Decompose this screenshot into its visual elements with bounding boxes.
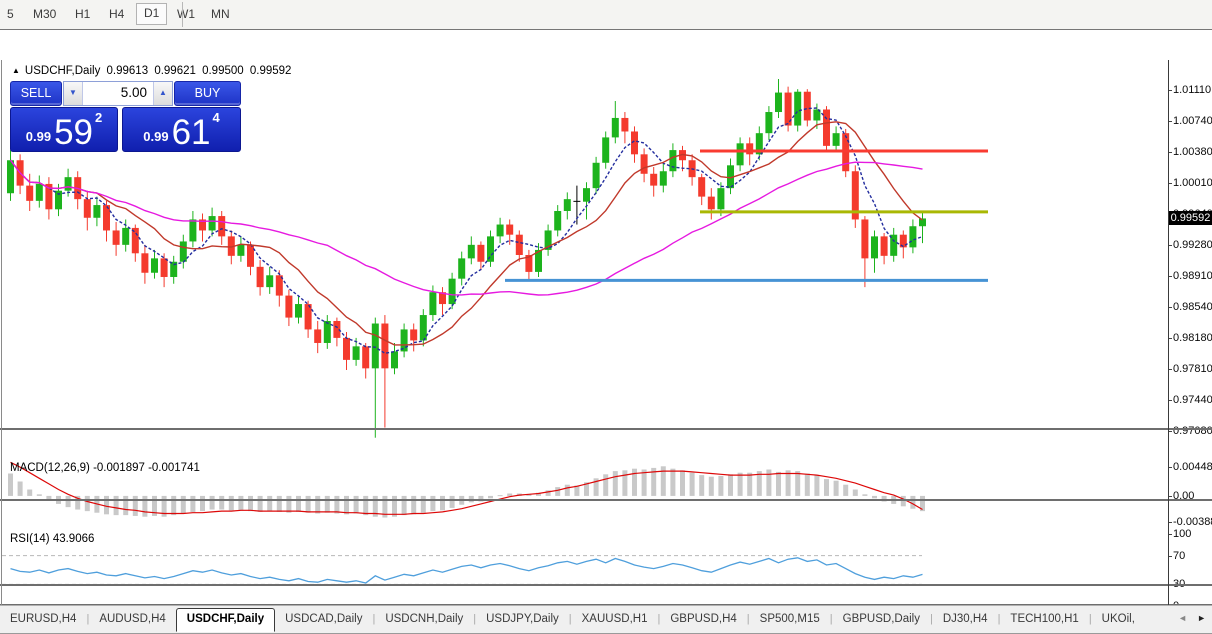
chart-tab-usdjpy-daily[interactable]: USDJPY,Daily [486,613,559,625]
tab-separator: | [473,613,477,625]
rsi-axis-label: 100 [1168,528,1192,540]
chart-tab-xauusd-h1[interactable]: XAUUSD,H1 [581,613,648,625]
tab-separator: | [829,613,833,625]
chart-tab-usdcad-daily[interactable]: USDCAD,Daily [285,613,363,625]
one-click-trading-panel: SELL ▼ 5.00 ▲ BUY 0.99 59 2 0.99 61 4 [10,81,241,174]
price-tick-label: 1.00740 [1169,115,1212,128]
main-price-chart[interactable]: ▲ USDCHF,Daily 0.99613 0.99621 0.99500 0.… [2,60,1168,457]
macd-axis-label: -0.003883 [1169,516,1212,528]
lot-size-value[interactable]: 5.00 [120,85,147,100]
chart-window: ▲ USDCHF,Daily 0.99613 0.99621 0.99500 0.… [0,29,1212,634]
sell-button[interactable]: SELL [10,81,62,106]
price-tick-label: 0.98540 [1169,301,1212,314]
timeframe-button-5[interactable]: 5 [7,7,14,21]
chart-tab-ukoil-[interactable]: UKOil, [1101,613,1135,625]
price-tick-label: 1.00010 [1169,177,1212,190]
current-price-badge: 0.99592 [1169,211,1212,226]
chart-tab-sp500-m15[interactable]: SP500,M15 [759,613,820,625]
chart-header: ▲ USDCHF,Daily 0.99613 0.99621 0.99500 0.… [12,65,294,77]
lot-size-spinner: ▼ 5.00 ▲ [63,81,173,106]
price-tick-label: 0.97080 [1169,424,1212,437]
rsi-label: RSI(14) 43.9066 [10,533,95,545]
buy-price-display[interactable]: 0.99 61 4 [122,107,241,152]
chart-tab-usdchf-daily[interactable]: USDCHF,Daily [175,608,276,632]
tab-separator: | [997,613,1001,625]
rsi-panel[interactable]: RSI(14) 43.9066 [2,531,1168,612]
price-tick-label: 1.01110 [1168,84,1212,97]
tab-separator: | [1088,613,1092,625]
panel-divider[interactable] [0,584,1212,586]
candlestick-plot[interactable] [2,60,1168,457]
sell-price-pips: 59 [54,113,93,152]
symbol-title: USDCHF,Daily [24,65,101,77]
ohlc-high: 0.99621 [154,65,196,77]
tab-scroll-left-icon[interactable]: ◄ [1178,613,1188,623]
tab-separator: | [929,613,933,625]
tab-separator: | [86,613,90,625]
ohlc-low: 0.99500 [202,65,244,77]
panel-divider[interactable] [0,428,1212,430]
toolbar-separator [182,2,183,27]
buy-price-point: 4 [212,110,220,125]
chart-tab-gbpusd-h4[interactable]: GBPUSD,H4 [670,613,737,625]
timeframe-toolbar: 5 M30 H1 H4 D1 W1 MN [0,0,1212,30]
macd-axis-label: 0.004487 [1169,461,1212,473]
chart-tab-usdcnh-daily[interactable]: USDCNH,Daily [385,613,464,625]
lot-increase-icon[interactable]: ▲ [153,82,172,105]
rsi-axis-label: 70 [1168,549,1186,562]
price-axis-border [1168,60,1169,634]
buy-price-pips: 61 [171,113,211,152]
timeframe-button-d1[interactable]: D1 [136,3,168,25]
chart-tab-audusd-h4[interactable]: AUDUSD,H4 [99,613,166,625]
price-axis[interactable]: 1.011101.007401.003801.000100.996400.992… [1168,60,1212,634]
timeframe-button-w1[interactable]: W1 [177,7,195,21]
ohlc-open: 0.99613 [106,65,149,77]
tab-separator: | [657,613,661,625]
sell-price-display[interactable]: 0.99 59 2 [10,107,118,152]
chart-tab-bar: EURUSD,H4 | AUDUSD,H4 USDCHF,Daily USDCAD,Da… [0,605,1212,634]
timeframe-button-m30[interactable]: M30 [33,7,57,21]
price-tick-label: 0.99280 [1169,238,1212,251]
chart-tab-tech100-h1[interactable]: TECH100,H1 [1010,613,1079,625]
price-tick-label: 0.98910 [1169,270,1212,283]
lot-decrease-icon[interactable]: ▼ [64,82,83,105]
tab-separator: | [746,613,750,625]
buy-button[interactable]: BUY [174,81,241,106]
chart-tab-eurusd-h4[interactable]: EURUSD,H4 [10,613,77,625]
macd-label: MACD(12,26,9) -0.001897 -0.001741 [10,462,200,474]
tab-separator: | [372,613,376,625]
tab-scroll-right-icon[interactable]: ► [1197,613,1206,623]
price-tick-label: 1.00380 [1169,145,1212,158]
tab-scroll-controls: ◄ ► [1178,613,1206,623]
window-left-border [1,60,2,634]
axis-bottom-border [0,604,1212,605]
timeframe-button-mn[interactable]: MN [211,7,230,21]
sell-price-prefix: 0.99 [25,129,52,144]
chart-tab-gbpusd-daily[interactable]: GBPUSD,Daily [842,613,920,625]
panel-divider[interactable] [0,499,1212,501]
price-tick-label: 0.97810 [1169,363,1212,376]
ohlc-close: 0.99592 [249,65,292,77]
macd-plot[interactable] [2,460,1168,527]
timeframe-button-h4[interactable]: H4 [109,7,125,21]
collapse-trade-panel-icon[interactable]: ▲ [12,66,20,75]
macd-panel[interactable]: MACD(12,26,9) -0.001897 -0.001741 [2,460,1168,527]
macd-axis-label: 0.00 [1168,489,1195,502]
buy-price-prefix: 0.99 [143,129,169,144]
price-tick-label: 0.98180 [1169,331,1212,344]
sell-price-point: 2 [95,110,103,125]
price-tick-label: 0.97440 [1169,394,1212,407]
tab-separator: | [568,613,572,625]
chart-tab-dj30-h4[interactable]: DJ30,H4 [942,613,988,625]
timeframe-button-h1[interactable]: H1 [75,7,91,21]
rsi-plot[interactable] [2,531,1168,612]
